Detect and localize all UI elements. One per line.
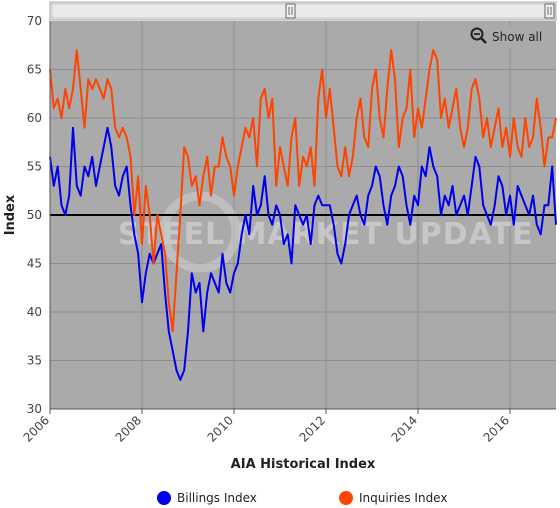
right-range-handle[interactable] [544,3,555,19]
legend: Billings Index Inquiries Index [157,491,447,505]
y-tick-label: 35 [27,354,42,368]
legend-item[interactable]: Inquiries Index [339,491,447,505]
show-all-label: Show all [492,30,542,44]
x-tick-label: 2012 [297,413,328,444]
x-tick-label: 2014 [389,413,420,444]
y-axis-label: Index [3,194,18,235]
zoom-out-icon [470,27,487,44]
x-tick-label: 2016 [481,413,512,444]
y-axis-ticks: 30 35 40 45 50 55 60 65 70 [27,14,42,416]
y-tick-label: 65 [27,63,42,77]
y-tick-label: 60 [27,111,42,125]
legend-label: Inquiries Index [359,491,447,505]
y-tick-label: 70 [27,14,42,28]
y-tick-label: 40 [27,305,42,319]
y-tick-label: 50 [27,208,42,222]
y-tick-label: 55 [27,160,42,174]
series-layer [49,49,557,381]
y-tick-label: 30 [27,402,42,416]
legend-item[interactable]: Billings Index [157,491,257,505]
range-navigator[interactable] [49,1,557,21]
x-axis-ticks: 2006 2008 2010 2012 2014 2016 [21,409,512,445]
legend-label: Billings Index [177,491,257,505]
x-axis-label: AIA Historical Index [231,457,376,472]
y-tick-label: 45 [27,257,42,271]
watermark-text: STEEL MARKET UPDATE [118,217,534,252]
x-tick-label: 2010 [205,413,236,444]
left-range-handle[interactable] [285,3,296,19]
x-tick-label: 2008 [113,413,144,444]
legend-marker [157,491,171,505]
x-tick-label: 2006 [21,413,52,444]
series-line-inquiries-index [49,49,557,333]
series-line-billings-index [49,126,557,381]
show-all-button[interactable]: Show all [466,26,548,48]
legend-marker [339,491,353,505]
